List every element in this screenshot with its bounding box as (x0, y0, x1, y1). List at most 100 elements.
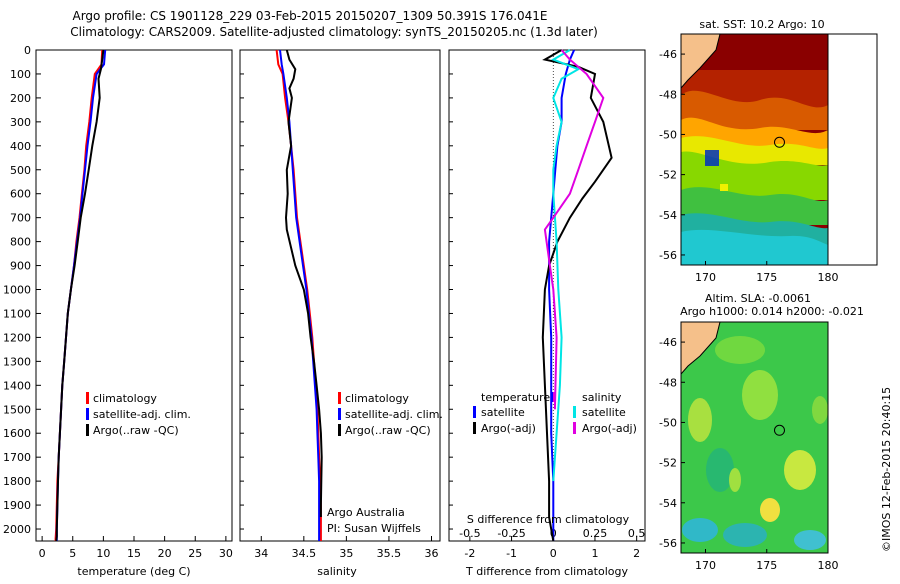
depth-tick-label: 900 (10, 260, 31, 273)
salinity-tick-label: 34 (254, 547, 268, 560)
salinity-tick-label: 35.5 (377, 547, 402, 560)
t-difference-xlabel: T difference from climatology (465, 565, 628, 578)
difference-series-line (550, 49, 581, 482)
map-lat-tick-label: -56 (659, 249, 677, 262)
sla-map-panel: Altim. SLA: -0.0061 Argo h1000: 0.014 h2… (659, 292, 864, 572)
salinity-xlabel: salinity (317, 565, 357, 578)
s-difference-tick-label: -0.5 (459, 527, 480, 540)
map-lat-tick-label: -48 (659, 88, 677, 101)
temperature-tick-label: 10 (96, 547, 110, 560)
map-lat-tick-label: -50 (659, 416, 677, 429)
legend-label-s-argo: Argo(-adj) (582, 422, 637, 435)
depth-tick-label: 1000 (3, 284, 31, 297)
salinity-series-line (279, 49, 321, 541)
difference-tick-label: -2 (464, 547, 475, 560)
legend-swatch-climatology (338, 392, 341, 404)
depth-tick-label: 500 (10, 164, 31, 177)
depth-tick-label: 800 (10, 236, 31, 249)
legend-swatch-s-argo (573, 422, 576, 434)
legend-swatch-t-satellite (473, 406, 476, 418)
salinity-panel: 34 34.5 35 35.5 36 salinity climatology sate… (239, 49, 443, 578)
map-lat-tick-label: -48 (659, 376, 677, 389)
argo-float-marker (773, 424, 785, 436)
depth-tick-label: 200 (10, 92, 31, 105)
legend-label-t-argo: Argo(-adj) (481, 422, 536, 435)
argo-float-marker (773, 136, 785, 148)
depth-axis: 0 100 200 300 400 500 600 700 800 900 1000 1100 1200… (3, 44, 41, 536)
salinity-legend: climatology satellite-adj. clim. Argo(..… (338, 392, 443, 437)
temperature-panel: 0100200300400500600700800900100011001200… (3, 44, 233, 578)
figure-title-line1: Argo profile: CS 1901128_229 03-Feb-2015… (72, 9, 547, 23)
depth-tick-label: 100 (10, 68, 31, 81)
map-lat-tick-label: -54 (659, 209, 677, 222)
map-lat-tick-label: -52 (659, 169, 677, 182)
temperature-tick-label: 5 (69, 547, 76, 560)
salinity-plot-frame (239, 49, 441, 542)
legend-label-argo: Argo(..raw -QC) (345, 424, 431, 437)
salinity-tick-label: 36 (424, 547, 438, 560)
sst-heatmap (681, 34, 828, 265)
difference-tick-label: 1 (591, 547, 598, 560)
s-difference-tick-label: -0.25 (497, 527, 525, 540)
depth-tick-label: 1700 (3, 451, 31, 464)
legend-swatch-s-satellite (573, 406, 576, 418)
temperature-legend: climatology satellite-adj. clim. Argo(..… (86, 392, 191, 437)
temperature-series (54, 49, 107, 542)
difference-series-line (548, 49, 576, 541)
depth-tick-label: 1300 (3, 355, 31, 368)
difference-tick-label: 2 (633, 547, 640, 560)
s-difference-x-axis: -0.5 -0.25 0 0.25 0.5 (459, 527, 645, 540)
legend-label-climatology: climatology (345, 392, 409, 405)
depth-tick-label: 300 (10, 116, 31, 129)
sla-map-axes: 170 175 180 -46 -48 -50 -52 -54 -56 (659, 336, 838, 572)
map-lon-tick-label: 170 (695, 559, 716, 572)
depth-tick-label: 1600 (3, 427, 31, 440)
map-lat-tick-label: -46 (659, 48, 677, 61)
legend-swatch-t-satellite-mid (551, 392, 553, 402)
difference-series (541, 49, 613, 542)
legend-swatch-satellite (86, 408, 89, 420)
salinity-tick-label: 34.5 (292, 547, 317, 560)
difference-series-line (543, 49, 605, 410)
map-lat-tick-label: -52 (659, 457, 677, 470)
sla-map-subtitle: Argo h1000: 0.014 h2000: -0.021 (680, 305, 864, 318)
depth-tick-label: 600 (10, 188, 31, 201)
legend-label-satellite: satellite-adj. clim. (345, 408, 443, 421)
legend-title-salinity: salinity (582, 391, 622, 404)
depth-tick-label: 1900 (3, 499, 31, 512)
legend-label-t-satellite: satellite (481, 406, 525, 419)
difference-x-axis: -2 -1 0 1 2 (449, 49, 640, 560)
legend-swatch-argo (338, 424, 341, 436)
sst-map-panel: sat. SST: 10.2 Argo: 10 170 175 180 -46 -48 -… (659, 18, 878, 284)
imos-watermark: ©IMOS 12-Feb-2015 20:40:15 (880, 387, 893, 552)
legend-swatch-argo (86, 424, 89, 436)
salinity-x-axis: 34 34.5 35 35.5 36 (240, 49, 438, 560)
sla-map-title: Altim. SLA: -0.0061 (705, 292, 811, 305)
temperature-plot-frame (35, 49, 233, 542)
difference-tick-label: 0 (550, 547, 557, 560)
pi-label: PI: Susan Wijffels (327, 522, 421, 535)
s-difference-tick-label: 0.25 (583, 527, 608, 540)
depth-tick-label: 0 (24, 44, 31, 57)
map-lon-tick-label: 180 (818, 559, 839, 572)
depth-tick-label: 1500 (3, 403, 31, 416)
difference-legend: temperature salinity satellite Argo(-adj… (473, 391, 637, 435)
depth-tick-label: 1200 (3, 331, 31, 344)
sst-map-axes: 170 175 180 -46 -48 -50 -52 -54 -56 (659, 48, 838, 284)
map-lon-tick-label: 175 (756, 559, 777, 572)
temperature-x-axis: 0 5 10 15 20 25 30 (39, 536, 233, 560)
legend-title-temperature: temperature (481, 391, 550, 404)
legend-swatch-climatology (86, 392, 89, 404)
temperature-tick-label: 20 (158, 547, 172, 560)
map-lat-tick-label: -46 (659, 336, 677, 349)
temperature-tick-label: 30 (219, 547, 233, 560)
depth-tick-label: 400 (10, 140, 31, 153)
temperature-tick-label: 15 (127, 547, 141, 560)
depth-tick-label: 1100 (3, 307, 31, 320)
difference-panel: -2 -1 0 1 2 -0.5 -0.25 0 0.25 0.5 T difference f… (448, 49, 646, 578)
temperature-tick-label: 0 (39, 547, 46, 560)
temperature-tick-label: 25 (188, 547, 202, 560)
salinity-series (275, 49, 323, 541)
temperature-xlabel: temperature (deg C) (77, 565, 190, 578)
sla-map-frame (680, 321, 829, 554)
